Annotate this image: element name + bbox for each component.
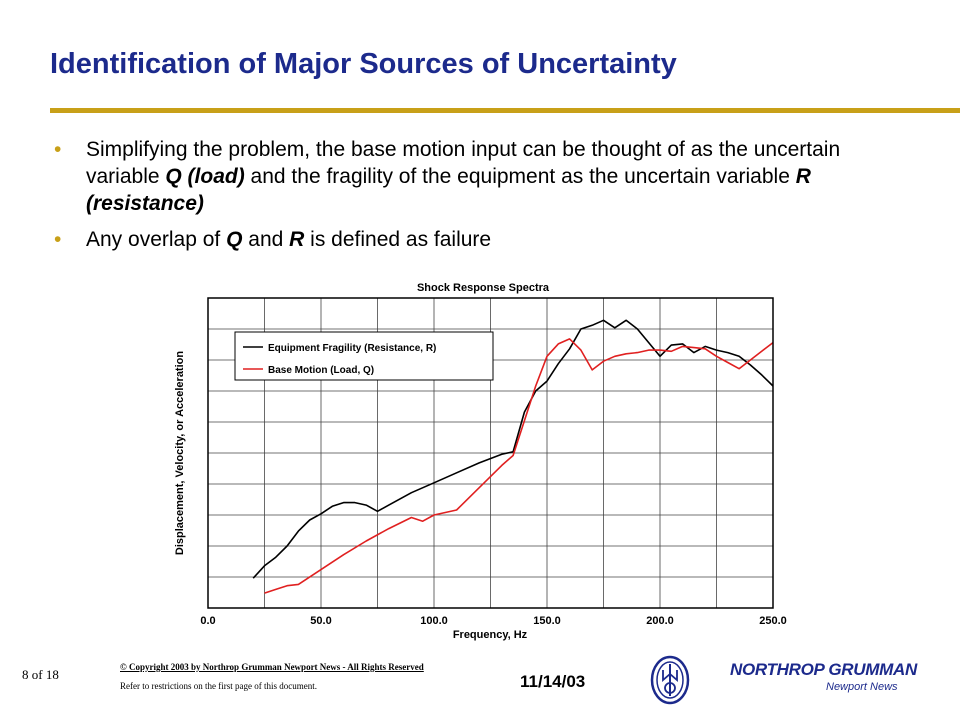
series-line-base-motion: [264, 338, 774, 594]
variable-r: R: [289, 228, 305, 251]
plot-frame: [207, 297, 774, 609]
bullet-marker: •: [54, 138, 62, 161]
legend-label-base-motion: Base Motion (Load, Q): [268, 365, 374, 376]
legend-box: [234, 331, 494, 381]
x-tick-label: 50.0: [310, 615, 331, 627]
y-axis-label: Displacement, Velocity, or Acceleration: [174, 351, 186, 555]
bullet-list: • Simplifying the problem, the base moti…: [48, 136, 908, 262]
grid-lines: [208, 298, 773, 608]
x-tick-label: 0.0: [200, 615, 215, 627]
legend: Equipment Fragility (Resistance, R) Base…: [234, 331, 494, 381]
bullet-item: • Simplifying the problem, the base moti…: [54, 138, 841, 215]
page-number: 8 of 18: [22, 667, 59, 682]
slide-date: 11/14/03: [520, 672, 586, 691]
title-underline: [50, 108, 960, 113]
series-lines: [252, 319, 774, 594]
x-tick-labels: 0.0 50.0 100.0 150.0 200.0 250.0: [200, 615, 786, 627]
chart-title: Shock Response Spectra: [417, 282, 550, 294]
x-tick-label: 250.0: [759, 615, 787, 627]
bullet-marker: •: [54, 228, 62, 251]
x-tick-label: 150.0: [533, 615, 561, 627]
restrictions-note: Refer to restrictions on the first page …: [120, 681, 317, 691]
variable-q: Q: [226, 228, 243, 251]
slide-title: Identification of Major Sources of Uncer…: [50, 48, 677, 80]
logo-subtitle: Newport News: [826, 681, 898, 693]
series-line-fragility: [252, 319, 774, 579]
x-axis-label: Frequency, Hz: [453, 629, 528, 641]
variable-q-load: Q (load): [165, 165, 245, 188]
x-tick-label: 100.0: [420, 615, 448, 627]
newport-news-emblem-icon: [650, 655, 690, 705]
x-tick-label: 200.0: [646, 615, 674, 627]
bullet-item: • Any overlap of Q and R is defined as f…: [54, 228, 492, 251]
northrop-grumman-logo: NORTHROP GRUMMAN Newport News: [730, 660, 930, 700]
variable-r-resistance: R (resistance): [86, 165, 811, 215]
copyright-notice: © Copyright 2003 by Northrop Grumman New…: [120, 662, 424, 672]
legend-label-fragility: Equipment Fragility (Resistance, R): [268, 343, 436, 354]
shock-response-chart: Shock Response Spectra 0.0 50.0 100.0 150.0…: [174, 282, 787, 641]
logo-name: NORTHROP GRUMMAN: [730, 660, 917, 679]
